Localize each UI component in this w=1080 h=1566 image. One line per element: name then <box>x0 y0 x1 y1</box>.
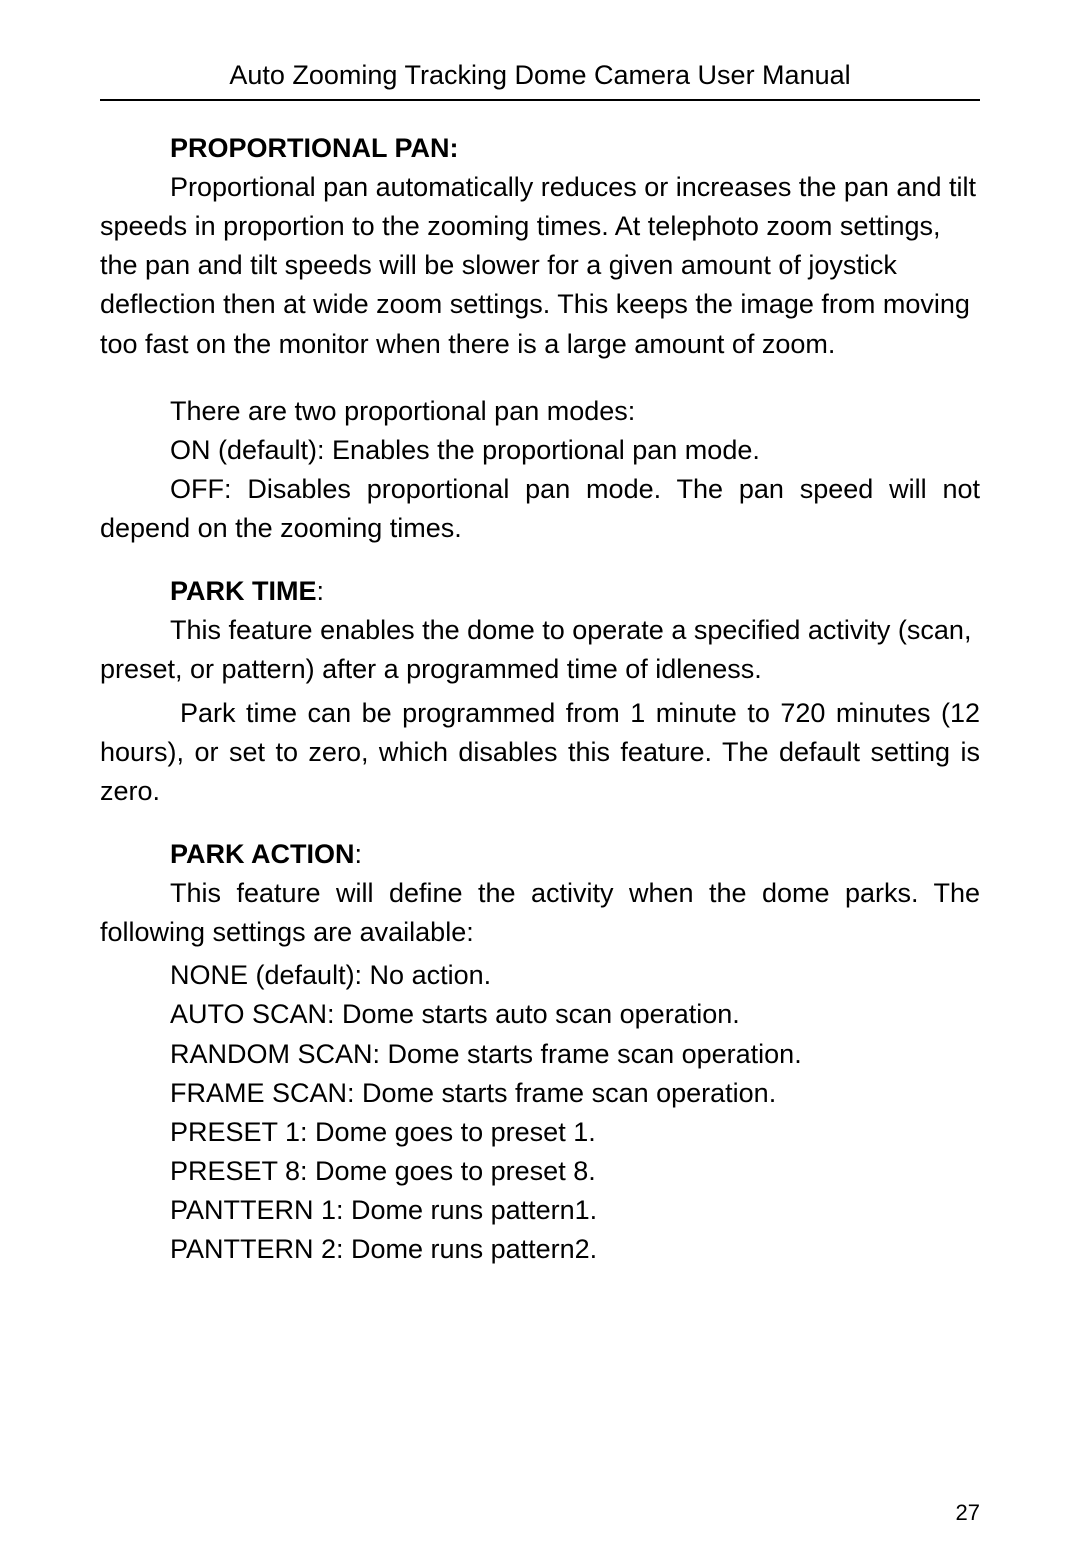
list-item-frame-scan: FRAME SCAN: Dome starts frame scan opera… <box>170 1074 980 1113</box>
list-item-auto-scan: AUTO SCAN: Dome starts auto scan operati… <box>170 995 980 1034</box>
list-item-random-scan: RANDOM SCAN: Dome starts frame scan oper… <box>170 1035 980 1074</box>
page-header-title: Auto Zooming Tracking Dome Camera User M… <box>100 60 980 91</box>
heading-park-time-colon: : <box>317 576 325 606</box>
paragraph-park-time-1: This feature enables the dome to operate… <box>100 611 980 689</box>
list-item-preset1: PRESET 1: Dome goes to preset 1. <box>170 1113 980 1152</box>
text-mode-on: ON (default): Enables the proportional p… <box>170 431 980 470</box>
section-heading-park-action: PARK ACTION: <box>170 839 980 870</box>
list-item-none: NONE (default): No action. <box>170 956 980 995</box>
heading-park-time-bold: PARK TIME <box>170 576 317 606</box>
heading-park-action-bold: PARK ACTION <box>170 839 355 869</box>
paragraph-park-time-2: Park time can be programmed from 1 minut… <box>100 694 980 811</box>
text-modes-intro: There are two proportional pan modes: <box>170 392 980 431</box>
section-heading-proportional-pan: PROPORTIONAL PAN: <box>170 133 980 164</box>
list-item-pattern2: PANTTERN 2: Dome runs pattern2. <box>170 1230 980 1269</box>
list-item-preset8: PRESET 8: Dome goes to preset 8. <box>170 1152 980 1191</box>
list-item-pattern1: PANTTERN 1: Dome runs pattern1. <box>170 1191 980 1230</box>
header-divider <box>100 99 980 101</box>
section-heading-park-time: PARK TIME: <box>170 576 980 607</box>
paragraph-proportional-pan-desc: Proportional pan automatically reduces o… <box>100 168 980 364</box>
paragraph-park-action-intro: This feature will define the activity wh… <box>100 874 980 952</box>
page-number: 27 <box>956 1500 980 1526</box>
text-mode-off: OFF: Disables proportional pan mode. The… <box>100 470 980 548</box>
heading-park-action-colon: : <box>355 839 363 869</box>
